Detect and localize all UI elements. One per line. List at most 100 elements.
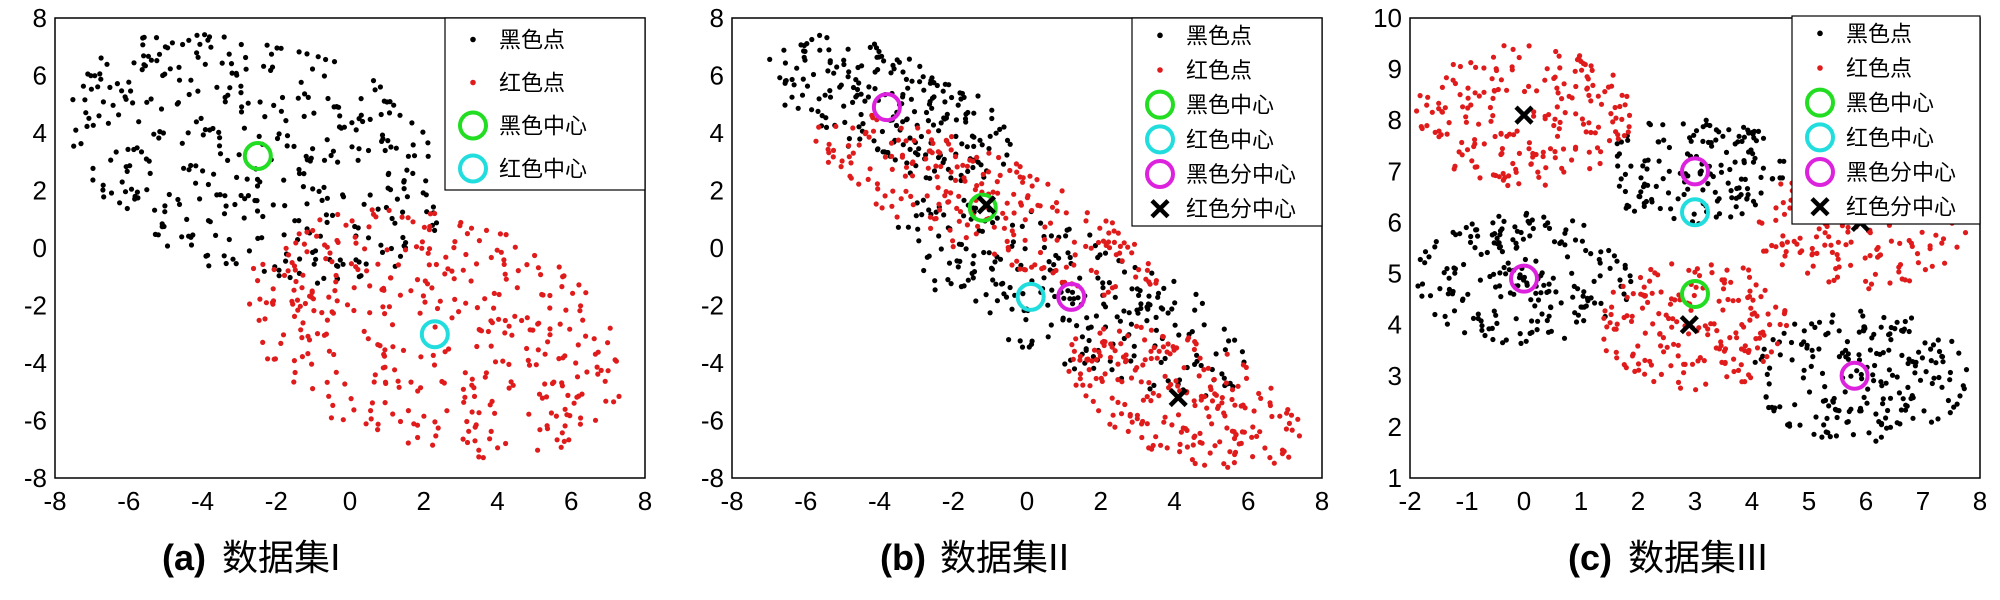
data-point xyxy=(564,412,570,418)
data-point xyxy=(1572,310,1578,316)
data-point xyxy=(323,56,329,63)
data-point xyxy=(214,192,220,198)
data-point xyxy=(356,116,362,122)
data-point xyxy=(929,105,935,111)
data-point xyxy=(1201,394,1208,400)
data-point xyxy=(1100,238,1107,244)
data-point xyxy=(1086,367,1092,373)
data-point xyxy=(1788,339,1795,346)
data-point xyxy=(502,317,508,324)
data-point xyxy=(1724,374,1730,380)
data-point xyxy=(1547,146,1554,152)
data-point xyxy=(547,292,553,299)
data-point xyxy=(185,130,191,136)
data-point xyxy=(151,131,157,137)
data-point xyxy=(1951,404,1957,410)
data-point xyxy=(1800,375,1806,381)
data-point xyxy=(279,94,286,101)
data-point xyxy=(265,356,271,362)
data-point xyxy=(427,211,433,217)
data-point xyxy=(323,212,329,218)
data-point xyxy=(491,290,497,296)
data-point xyxy=(935,154,942,161)
data-point xyxy=(1604,324,1610,330)
data-point xyxy=(1250,454,1256,460)
data-point xyxy=(1511,132,1517,138)
data-point xyxy=(1443,75,1449,81)
data-point xyxy=(324,317,330,323)
data-point xyxy=(1580,60,1586,67)
data-point xyxy=(906,56,913,62)
data-point xyxy=(330,402,336,408)
data-point xyxy=(408,288,414,294)
data-point xyxy=(433,220,440,226)
data-point xyxy=(1014,169,1020,175)
data-point xyxy=(397,292,403,298)
data-point xyxy=(1489,232,1495,238)
data-point xyxy=(1656,158,1662,164)
data-point xyxy=(870,128,877,134)
data-point xyxy=(605,340,611,346)
data-point xyxy=(1583,129,1589,135)
data-point xyxy=(1498,294,1504,300)
data-point xyxy=(263,300,269,306)
data-point xyxy=(194,32,200,38)
data-point xyxy=(1669,261,1675,267)
data-point xyxy=(281,272,288,278)
data-point xyxy=(344,302,351,308)
data-point xyxy=(1843,347,1849,353)
data-point xyxy=(612,357,618,363)
data-point xyxy=(108,157,114,163)
data-point xyxy=(1517,272,1523,278)
data-point xyxy=(1624,202,1630,208)
data-point xyxy=(1906,278,1913,284)
data-point xyxy=(1415,283,1421,289)
marker-c-6 xyxy=(1679,315,1699,335)
data-point xyxy=(482,374,488,380)
data-point xyxy=(1557,119,1563,125)
data-point xyxy=(144,187,150,193)
data-point xyxy=(269,64,276,70)
data-point xyxy=(1843,354,1849,360)
data-point xyxy=(1286,420,1292,426)
data-point xyxy=(1649,196,1655,203)
data-point xyxy=(889,203,895,209)
data-point xyxy=(296,231,302,237)
data-point xyxy=(1009,262,1015,268)
data-point xyxy=(1513,316,1519,322)
data-point xyxy=(994,179,1000,185)
data-point xyxy=(382,347,388,353)
data-point xyxy=(816,96,822,102)
data-point xyxy=(990,220,996,226)
data-point xyxy=(1067,254,1073,261)
data-point xyxy=(926,207,932,213)
data-point xyxy=(1007,141,1013,147)
data-point xyxy=(488,318,494,324)
data-point xyxy=(335,159,341,165)
data-point xyxy=(1102,371,1108,377)
data-point xyxy=(1009,306,1015,312)
data-point xyxy=(153,35,160,41)
data-point xyxy=(363,261,369,267)
data-point xyxy=(207,219,213,225)
data-point xyxy=(223,260,229,267)
data-point xyxy=(991,251,998,257)
data-point xyxy=(402,247,409,253)
data-point xyxy=(548,410,555,416)
data-point xyxy=(913,213,919,219)
data-point xyxy=(122,189,129,195)
data-point xyxy=(1151,382,1157,388)
data-point xyxy=(1446,275,1452,281)
data-point xyxy=(1579,116,1585,122)
data-point xyxy=(1544,317,1550,324)
data-point xyxy=(1716,298,1722,304)
data-point xyxy=(990,277,996,283)
data-point xyxy=(310,186,316,192)
data-point xyxy=(846,143,852,149)
data-point xyxy=(967,157,973,163)
data-point xyxy=(1625,129,1631,135)
data-point xyxy=(1009,222,1016,228)
data-point xyxy=(1063,210,1069,216)
data-point xyxy=(1848,406,1854,412)
